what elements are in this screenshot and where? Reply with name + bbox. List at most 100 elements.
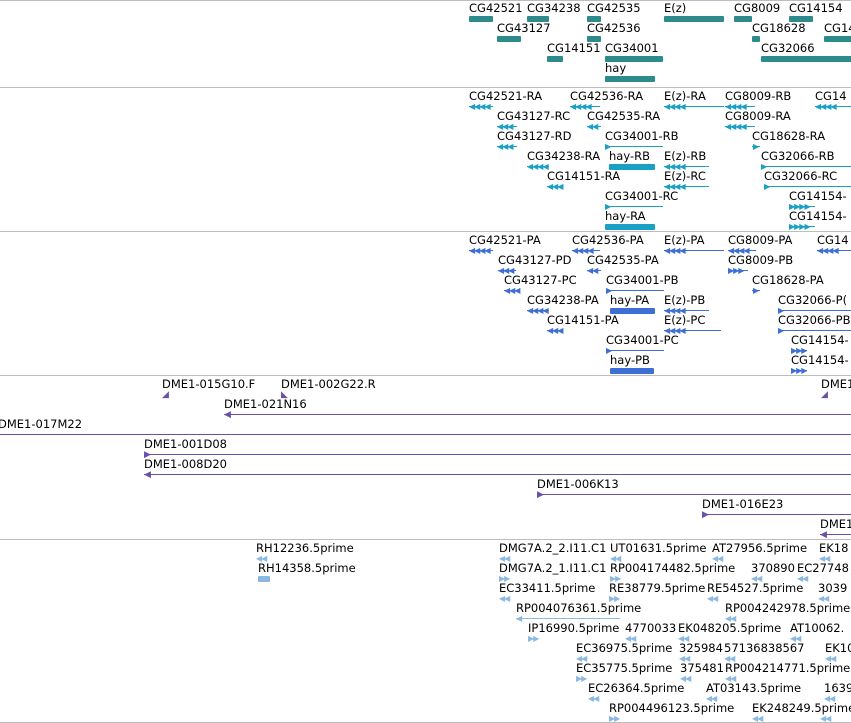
feature-mrna[interactable]: hay-RA (605, 210, 655, 230)
feature-proteins[interactable]: CG32066-P(▶ (778, 294, 851, 315)
feature-mrna[interactable]: CG32066-RB ▶ (761, 150, 851, 171)
feature-est[interactable]: 4770033 ◀◀ (625, 622, 676, 643)
feature-proteins[interactable]: CG32066-PB ▶ (778, 314, 851, 335)
feature-proteins[interactable]: CG14151-PA ◀◀◀ (547, 314, 619, 335)
feature-bac-clones[interactable]: DME1-021N16 ◀ (224, 398, 851, 420)
feature-est[interactable]: EC27748 ◀◀ (797, 562, 849, 583)
feature-bac-clones[interactable]: DME1-017M22 (0, 418, 851, 436)
feature-mrna[interactable]: hay-RB (609, 150, 655, 170)
feature-mrna[interactable]: CG42536-RA ◀◀◀◀ (570, 90, 643, 111)
feature-bac-clones[interactable]: DME1-015G10.F ◢ (162, 378, 255, 400)
feature-proteins[interactable]: CG42536-PA ◀◀◀◀ (572, 234, 644, 255)
feature-est[interactable]: 370890 ◀◀ (751, 562, 795, 583)
feature-genes[interactable]: CG14154 (789, 2, 843, 22)
feature-mrna[interactable]: CG34001-RC ▶ (605, 190, 678, 211)
feature-est[interactable]: AT03143.5prime ◀◀ (706, 682, 801, 703)
feature-genes[interactable]: CG18628 (752, 22, 806, 42)
feature-mrna[interactable]: CG8009-RB ◀◀◀◀ (725, 90, 791, 111)
feature-proteins[interactable]: hay-PB (610, 354, 654, 374)
feature-bac-clones[interactable]: DME1-016E23 ▶ (702, 498, 851, 520)
feature-bac-clones[interactable]: DME1-002G22.R ◣ (281, 378, 376, 400)
feature-proteins[interactable]: CG34001-PC ▶ (606, 334, 679, 355)
feature-proteins[interactable]: CG14154- ▶▶▶ (791, 334, 849, 355)
feature-proteins[interactable]: CG14 ◀◀◀◀ (817, 234, 851, 255)
feature-est[interactable]: 1639 ◀◀ (824, 682, 851, 703)
feature-mrna[interactable]: CG32066-RC ▶ (764, 170, 851, 191)
feature-mrna[interactable]: CG43127-RD ◀◀◀ (497, 130, 572, 151)
feature-est[interactable]: AT27956.5prime ◀◀ (712, 542, 807, 563)
feature-genes[interactable]: CG14 (824, 22, 851, 42)
feature-est[interactable]: EK248249.5prime ◀◀ (752, 702, 851, 723)
feature-est[interactable]: DMG7A.2_1.I11.C1 ▶▶ (499, 562, 606, 583)
feature-proteins[interactable]: CG34001-PB ▶ (606, 274, 679, 295)
feature-genes[interactable]: hay (605, 62, 655, 82)
feature-est[interactable]: EK048205.5prime ◀◀ (678, 622, 781, 643)
feature-mrna[interactable]: CG18628-RA ▶ (752, 130, 825, 151)
feature-mrna[interactable]: E(z)-RC ◀◀◀◀ (664, 170, 709, 191)
feature-mrna[interactable]: CG42535-RA ◀◀ (587, 110, 660, 131)
feature-est[interactable]: RP004214771.5prime ◀◀ (725, 662, 850, 683)
feature-est[interactable]: EK18 ◀◀ (819, 542, 848, 563)
feature-mrna[interactable]: E(z)-RB ◀◀◀◀ (664, 150, 709, 171)
feature-est[interactable]: RP004076361.5prime ◀ (516, 602, 641, 623)
feature-mrna[interactable]: CG14154- ▶▶▶▶ (789, 210, 847, 231)
feature-est[interactable]: 375481 ◀◀ (680, 662, 724, 683)
feature-est[interactable]: EK10 ◀◀ (825, 642, 851, 663)
feature-proteins[interactable]: CG8009-PB ▶▶▶ (728, 254, 793, 275)
feature-genes[interactable]: CG42536 (587, 22, 641, 42)
feature-proteins[interactable]: hay-PA (610, 294, 655, 314)
feature-est[interactable]: AT10062. ◀◀ (790, 622, 844, 643)
feature-est[interactable]: RP004496123.5prime ▶▶ (609, 702, 734, 723)
feature-genes[interactable]: E(z) (664, 2, 724, 22)
feature-est[interactable]: 3039 ◀◀ (818, 582, 847, 603)
feature-genes[interactable]: CG8009 (734, 2, 780, 22)
feature-proteins[interactable]: CG34238-PA ◀◀◀◀ (527, 294, 599, 315)
feature-est[interactable]: 325984 ◀◀ (679, 642, 723, 663)
feature-mrna[interactable]: E(z)-RA ◀◀◀◀ (664, 90, 724, 111)
feature-mrna[interactable]: CG14154- ▶▶▶▶ (789, 190, 847, 211)
feature-proteins[interactable]: CG42535-PA ◀◀ (587, 254, 659, 275)
feature-bac-clones[interactable]: DME1-008D20 ◀ (144, 458, 851, 480)
feature-est[interactable]: RH12236.5prime ◀◀ (256, 542, 354, 563)
feature-genes[interactable]: CG14151 (547, 42, 601, 62)
feature-bac-clones[interactable]: DME1-◢ (821, 378, 851, 400)
feature-genes[interactable]: CG43127 (497, 22, 551, 42)
feature-est[interactable]: ◀◀ (820, 702, 832, 723)
feature-genes[interactable]: CG42521 (469, 2, 523, 22)
feature-proteins[interactable]: E(z)-PC ◀◀◀◀ (664, 314, 721, 335)
feature-proteins[interactable]: E(z)-PA ◀◀◀◀ (664, 234, 724, 255)
feature-bac-clones[interactable]: DME1 ◀ (820, 518, 851, 539)
feature-est[interactable]: UT01631.5prime ◀◀ (610, 542, 707, 563)
feature-proteins[interactable]: CG14154- ▶▶▶ (791, 354, 849, 375)
feature-proteins[interactable]: CG43127-PD ◀◀◀ (498, 254, 571, 275)
feature-est[interactable]: 57136838567 ◀◀ (724, 642, 804, 663)
feature-mrna[interactable]: CG42521-RA ◀◀◀◀ (469, 90, 542, 111)
feature-bac-clones[interactable]: DME1-006K13 ▶ (537, 478, 851, 500)
feature-est[interactable]: EC35775.5prime ▶▶ (576, 662, 672, 683)
feature-proteins[interactable]: E(z)-PB ◀◀◀◀ (664, 294, 709, 315)
feature-proteins[interactable]: CG43127-PC ◀◀◀ (504, 274, 577, 295)
feature-est[interactable]: EC26364.5prime ◀◀ (588, 682, 684, 703)
feature-est[interactable]: RP004242978.5prime ◀◀ (725, 602, 850, 623)
feature-est[interactable]: EC36975.5prime ◀◀ (576, 642, 672, 663)
feature-mrna[interactable]: CG34238-RA ◀◀◀◀ (527, 150, 600, 171)
feature-est[interactable]: RP004174482.5prime ▶▶ (610, 562, 735, 583)
feature-bac-clones[interactable]: DME1-001D08 ▶ (144, 438, 851, 460)
feature-est[interactable]: RE54527.5prime ◀◀ (707, 582, 803, 603)
feature-genes[interactable]: CG34001 (605, 42, 663, 62)
feature-mrna[interactable]: CG8009-RA ◀◀◀◀ (725, 110, 791, 131)
feature-est[interactable]: IP16990.5prime ▶▶ (528, 622, 619, 643)
feature-est[interactable]: DMG7A.2_2.I11.C1 ◀◀ (499, 542, 606, 563)
feature-proteins[interactable]: CG8009-PA ◀◀◀◀ (728, 234, 792, 255)
feature-mrna[interactable]: CG14 ◀◀◀◀ (815, 90, 851, 111)
feature-est[interactable]: RE38779.5prime ▶▶ (609, 582, 705, 603)
feature-genes[interactable]: CG42535 (587, 2, 641, 22)
feature-est[interactable]: EC33411.5prime ◀◀ (499, 582, 595, 603)
feature-proteins[interactable]: CG42521-PA ◀◀◀◀ (469, 234, 541, 255)
feature-mrna[interactable]: CG43127-RC ◀◀◀ (497, 110, 570, 131)
feature-est[interactable]: RH14358.5prime (258, 562, 356, 582)
feature-genes[interactable]: CG34238 (527, 2, 581, 22)
feature-mrna[interactable]: CG34001-RB ▶ (605, 130, 679, 151)
feature-proteins[interactable]: CG18628-PA ▶ (752, 274, 824, 295)
feature-mrna[interactable]: CG14151-RA ◀◀◀ (547, 170, 620, 191)
